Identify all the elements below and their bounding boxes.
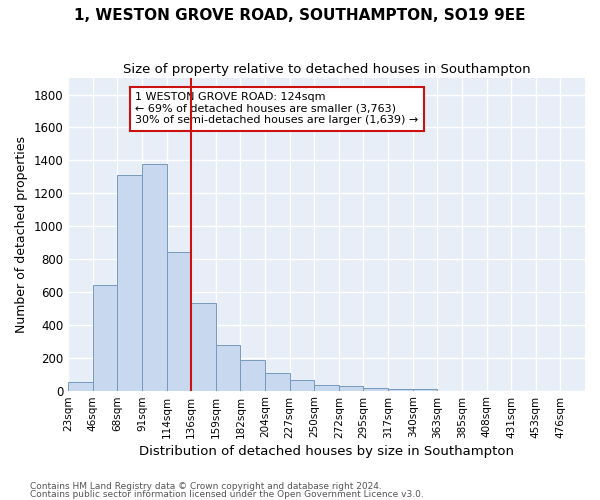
Bar (339, 386, 364, 390)
Bar (167, 252, 191, 390)
Bar (388, 389, 413, 390)
Bar (191, 304, 216, 390)
Bar (364, 388, 388, 390)
X-axis label: Distribution of detached houses by size in Southampton: Distribution of detached houses by size … (139, 444, 514, 458)
Bar (142, 164, 167, 390)
Bar (413, 389, 437, 390)
Bar (68, 382, 93, 390)
Bar (93, 286, 118, 391)
Text: 1 WESTON GROVE ROAD: 124sqm
← 69% of detached houses are smaller (3,763)
30% of : 1 WESTON GROVE ROAD: 124sqm ← 69% of det… (136, 92, 419, 126)
Text: Contains HM Land Registry data © Crown copyright and database right 2024.: Contains HM Land Registry data © Crown c… (30, 482, 382, 491)
Y-axis label: Number of detached properties: Number of detached properties (15, 136, 28, 333)
Bar (216, 346, 241, 391)
Bar (118, 175, 142, 390)
Bar (290, 380, 314, 390)
Bar (241, 360, 265, 390)
Text: 1, WESTON GROVE ROAD, SOUTHAMPTON, SO19 9EE: 1, WESTON GROVE ROAD, SOUTHAMPTON, SO19 … (74, 8, 526, 22)
Title: Size of property relative to detached houses in Southampton: Size of property relative to detached ho… (123, 62, 530, 76)
Text: Contains public sector information licensed under the Open Government Licence v3: Contains public sector information licen… (30, 490, 424, 499)
Bar (265, 374, 290, 390)
Bar (314, 385, 339, 390)
